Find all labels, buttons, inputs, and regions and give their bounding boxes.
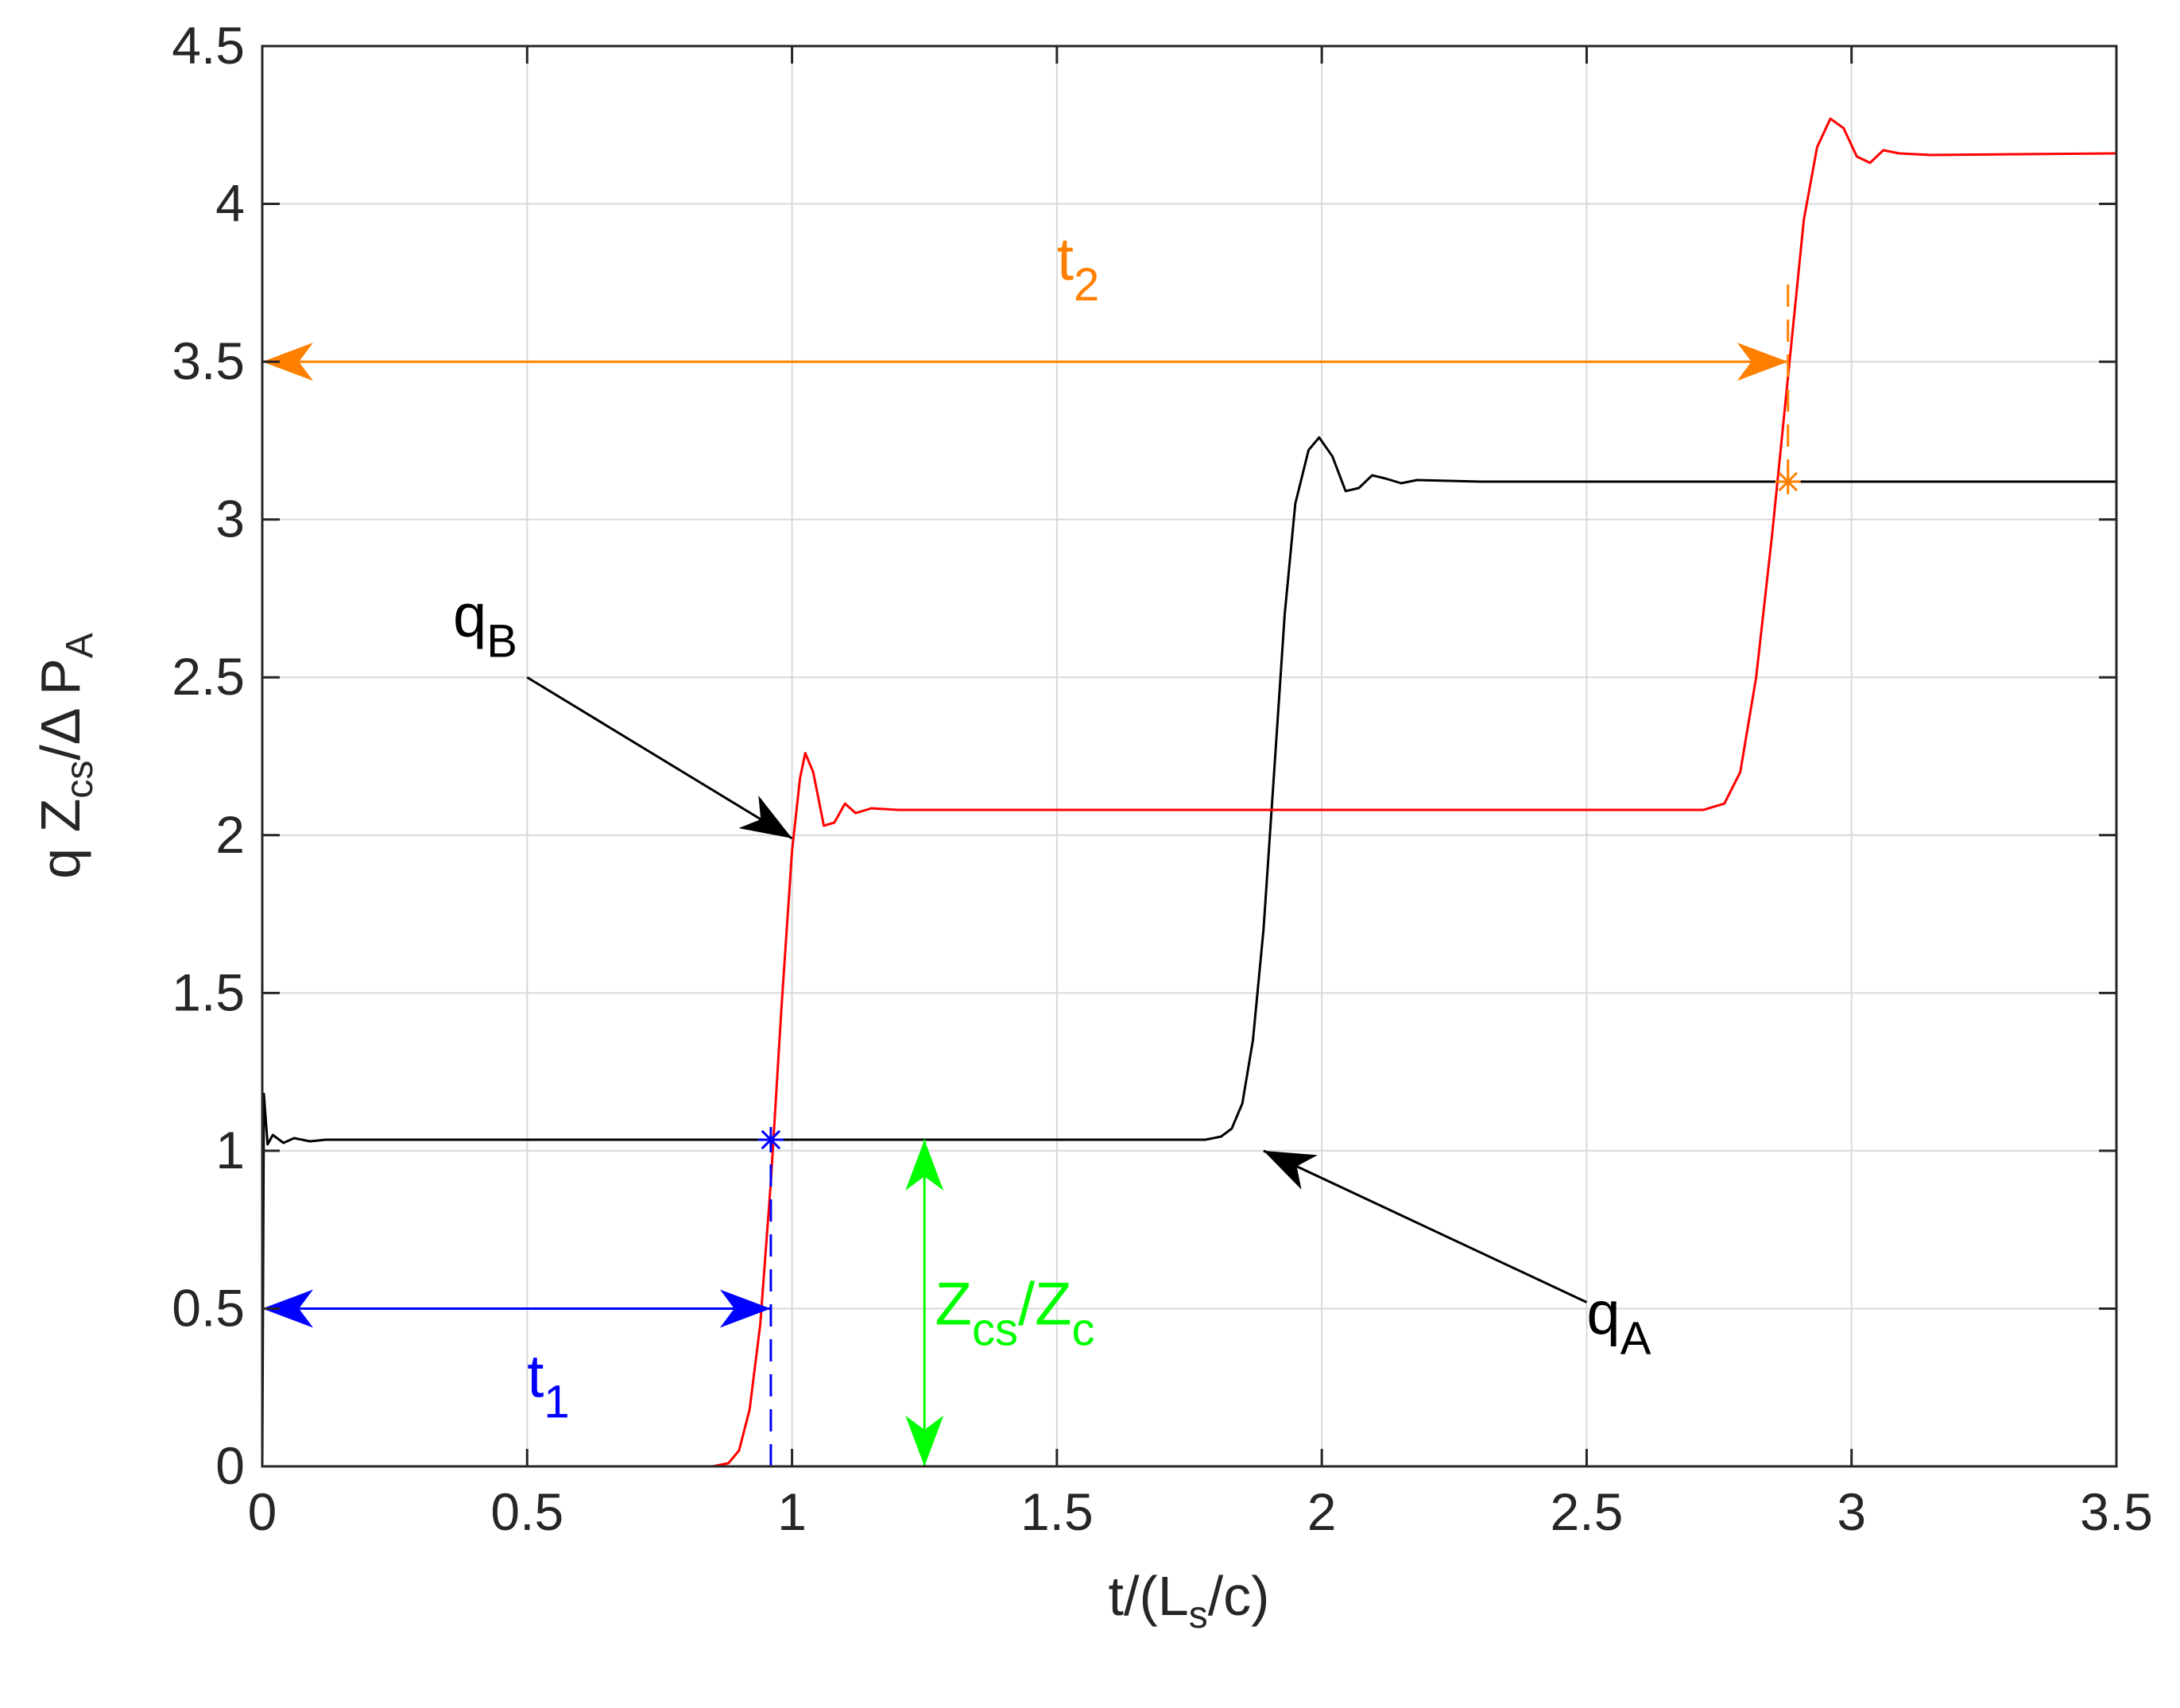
t2-arrow <box>262 343 1788 381</box>
y-axis-label: q Zcs/Δ PA <box>29 633 101 879</box>
label-t1: t1 <box>527 1343 569 1428</box>
marker-stroke <box>761 1129 781 1150</box>
x-tick-label: 1.5 <box>1020 1482 1094 1541</box>
arrow-head-end <box>1737 343 1788 381</box>
y-tick-label: 1.5 <box>172 962 245 1021</box>
annotation-layer: qB qA t1 t2 Zcs/Zc <box>262 226 1801 1466</box>
y-tick-label: 3 <box>215 490 245 548</box>
label-t2: t2 <box>1057 226 1099 311</box>
zcs-arrow <box>905 1139 944 1466</box>
arrow-head <box>1263 1150 1318 1190</box>
x-tick-label: 3.5 <box>2080 1482 2153 1541</box>
y-tick-label: 0.5 <box>172 1278 245 1337</box>
t1-star <box>757 1126 784 1152</box>
x-tick-label: 1 <box>777 1482 807 1541</box>
series-line-qb <box>262 117 2117 1468</box>
series-line-qa <box>261 436 2116 1467</box>
arrow-shaft <box>1263 1149 1588 1303</box>
series-layer <box>261 117 2117 1468</box>
arrow-head-start <box>262 1289 313 1328</box>
arrow-head-start <box>905 1416 944 1466</box>
plot-frame <box>261 45 2118 1468</box>
x-tick-label: 2.5 <box>1551 1482 1624 1541</box>
y-tick-label: 0 <box>215 1436 245 1495</box>
y-tick-label: 2.5 <box>172 647 245 706</box>
x-tick-label: 0.5 <box>490 1482 563 1541</box>
arrow-head-end <box>719 1289 771 1328</box>
x-tick-label: 3 <box>1837 1482 1866 1541</box>
arrow-head-start <box>262 343 313 381</box>
marker-stroke <box>1778 471 1798 492</box>
arrow-head <box>738 796 792 839</box>
x-tick-label: 2 <box>1307 1482 1337 1541</box>
y-tick-label: 1 <box>215 1121 245 1179</box>
y-tick-label: 4 <box>215 174 245 233</box>
t1-arrow <box>262 1289 771 1328</box>
ticks: 0 0.5 1 1.5 2 2.5 3 3.5 0 0.5 1 1.5 2 2.5 3 3.5 4 4.5 <box>172 16 2153 1541</box>
label-qA: qA <box>1586 1280 1651 1365</box>
qB-pointer <box>526 676 793 840</box>
arrow-head-end <box>905 1139 944 1191</box>
y-tick-label: 2 <box>215 805 245 864</box>
y-tick-label: 4.5 <box>172 16 245 75</box>
plot-background <box>262 46 2116 1466</box>
x-tick-label: 0 <box>248 1482 277 1541</box>
t2-star <box>1775 469 1801 495</box>
x-axis-label: t/(Ls/c) <box>1109 1565 1270 1636</box>
label-zcs: Zcs/Zc <box>935 1270 1095 1355</box>
label-qB: qB <box>453 583 517 668</box>
qA-pointer <box>1263 1149 1588 1303</box>
y-tick-label: 3.5 <box>172 331 245 390</box>
arrow-shaft <box>526 676 793 840</box>
